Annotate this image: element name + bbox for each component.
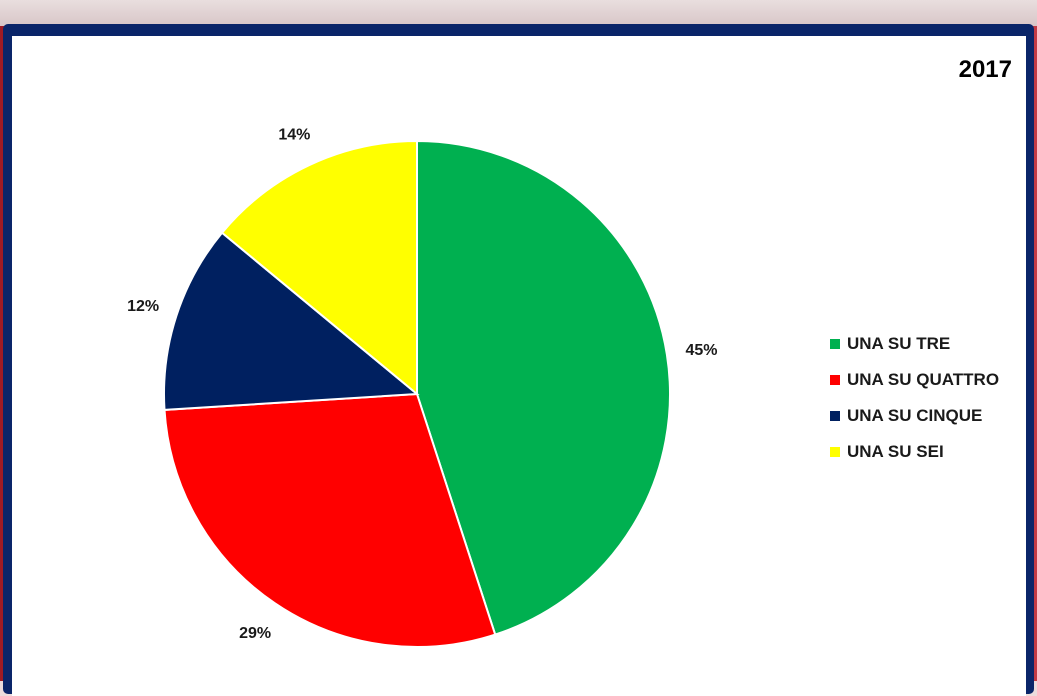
pie-slice-una-su-quattro xyxy=(163,392,497,648)
pie-chart: 45% 29% 12% 14% xyxy=(127,126,717,648)
legend-item: UNA SU QUATTRO xyxy=(830,362,999,398)
legend-item: UNA SU CINQUE xyxy=(830,398,999,434)
pie-slice-una-su-tre xyxy=(416,139,671,636)
background-top-band xyxy=(0,0,1037,26)
legend-label: UNA SU TRE xyxy=(847,334,951,353)
legend-swatch xyxy=(830,447,840,457)
pie-slice-una-su-sei xyxy=(220,139,418,397)
chart-panel: 45% 29% 12% 14% 2017 UNA SU TRE UNA SU QUAT… xyxy=(12,36,1026,696)
data-label-una-su-sei: 14% xyxy=(278,126,310,143)
legend-item: UNA SU TRE xyxy=(830,326,999,362)
background-right-edge xyxy=(1031,26,1037,681)
legend-label: UNA SU QUATTRO xyxy=(847,370,1000,389)
legend-swatch xyxy=(830,375,840,385)
data-label-una-su-quattro: 29% xyxy=(239,625,271,642)
legend-swatch xyxy=(830,339,840,349)
chart-title: 2017 xyxy=(958,56,1012,83)
chart-legend: UNA SU TRE UNA SU QUATTRO UNA SU CINQUE … xyxy=(830,326,999,470)
data-label-una-su-tre: 45% xyxy=(685,342,717,359)
legend-item: UNA SU SEI xyxy=(830,434,999,470)
pie-slice-una-su-cinque xyxy=(163,231,420,411)
legend-label: UNA SU CINQUE xyxy=(847,406,983,425)
data-label-una-su-cinque: 12% xyxy=(127,298,159,315)
legend-swatch xyxy=(830,411,840,421)
legend-label: UNA SU SEI xyxy=(847,442,944,461)
